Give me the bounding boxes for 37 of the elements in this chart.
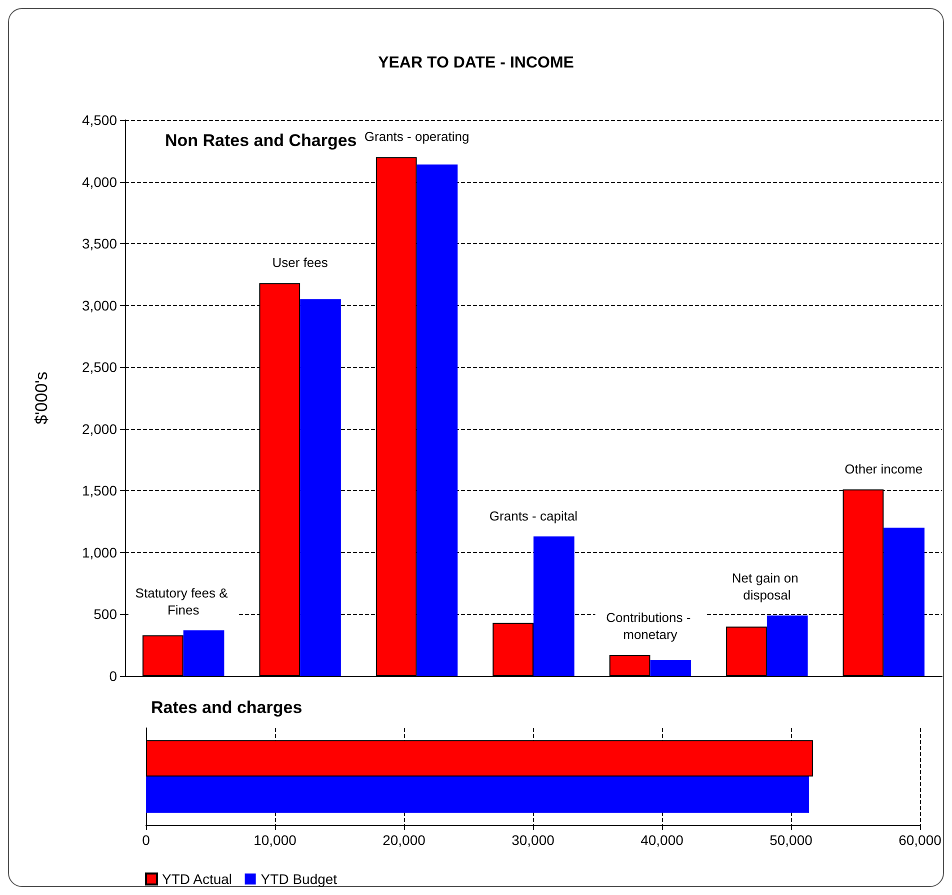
x-tick-label: 40,000 <box>640 832 684 848</box>
x-tick-label: Contributions - monetary <box>606 610 694 642</box>
x-tick-label: Net gain on disposal <box>732 570 802 602</box>
y-tick-label: 1,500 <box>82 482 118 499</box>
y-tick-label: 0 <box>109 668 118 684</box>
y-tick-label: 2,500 <box>82 359 118 376</box>
chart-title: YEAR TO DATE - INCOME <box>378 54 574 72</box>
x-tick-label: 10,000 <box>254 832 297 848</box>
x-tick-label: Statutory fees & Fines <box>135 585 232 618</box>
chart-title: Rates and charges <box>151 698 302 717</box>
x-tick-label: Other income <box>844 461 923 476</box>
x-tick-label: 20,000 <box>382 832 426 848</box>
legend-label: YTD Actual <box>162 871 232 887</box>
y-tick-label: 3,500 <box>82 236 118 252</box>
bar <box>884 528 924 676</box>
bar <box>416 164 458 676</box>
y-tick-label: 4,000 <box>82 174 118 190</box>
y-tick-label: 1,000 <box>82 544 118 560</box>
x-tick-label: Grants - capital <box>489 508 578 524</box>
bar <box>766 615 808 676</box>
x-tick-label: 0 <box>142 832 150 848</box>
x-tick-label: 30,000 <box>512 832 555 848</box>
y-tick-label: 2,000 <box>82 420 118 437</box>
bar <box>300 299 341 676</box>
bar <box>183 630 224 676</box>
x-tick-label: 50,000 <box>770 832 813 848</box>
y-tick-label: 500 <box>94 606 118 622</box>
bar <box>534 536 574 676</box>
y-tick-label: 4,500 <box>82 112 118 128</box>
y-axis-title: $'000's <box>32 372 51 424</box>
x-tick-label: Grants - operating <box>364 129 470 144</box>
bar <box>650 660 692 676</box>
text: Non Rates and Charges <box>165 131 357 150</box>
x-tick-label: User fees <box>272 255 328 270</box>
x-tick-label: 60,000 <box>898 832 942 848</box>
y-tick-label: 3,000 <box>82 297 118 314</box>
legend-label: YTD Budget <box>260 871 338 887</box>
